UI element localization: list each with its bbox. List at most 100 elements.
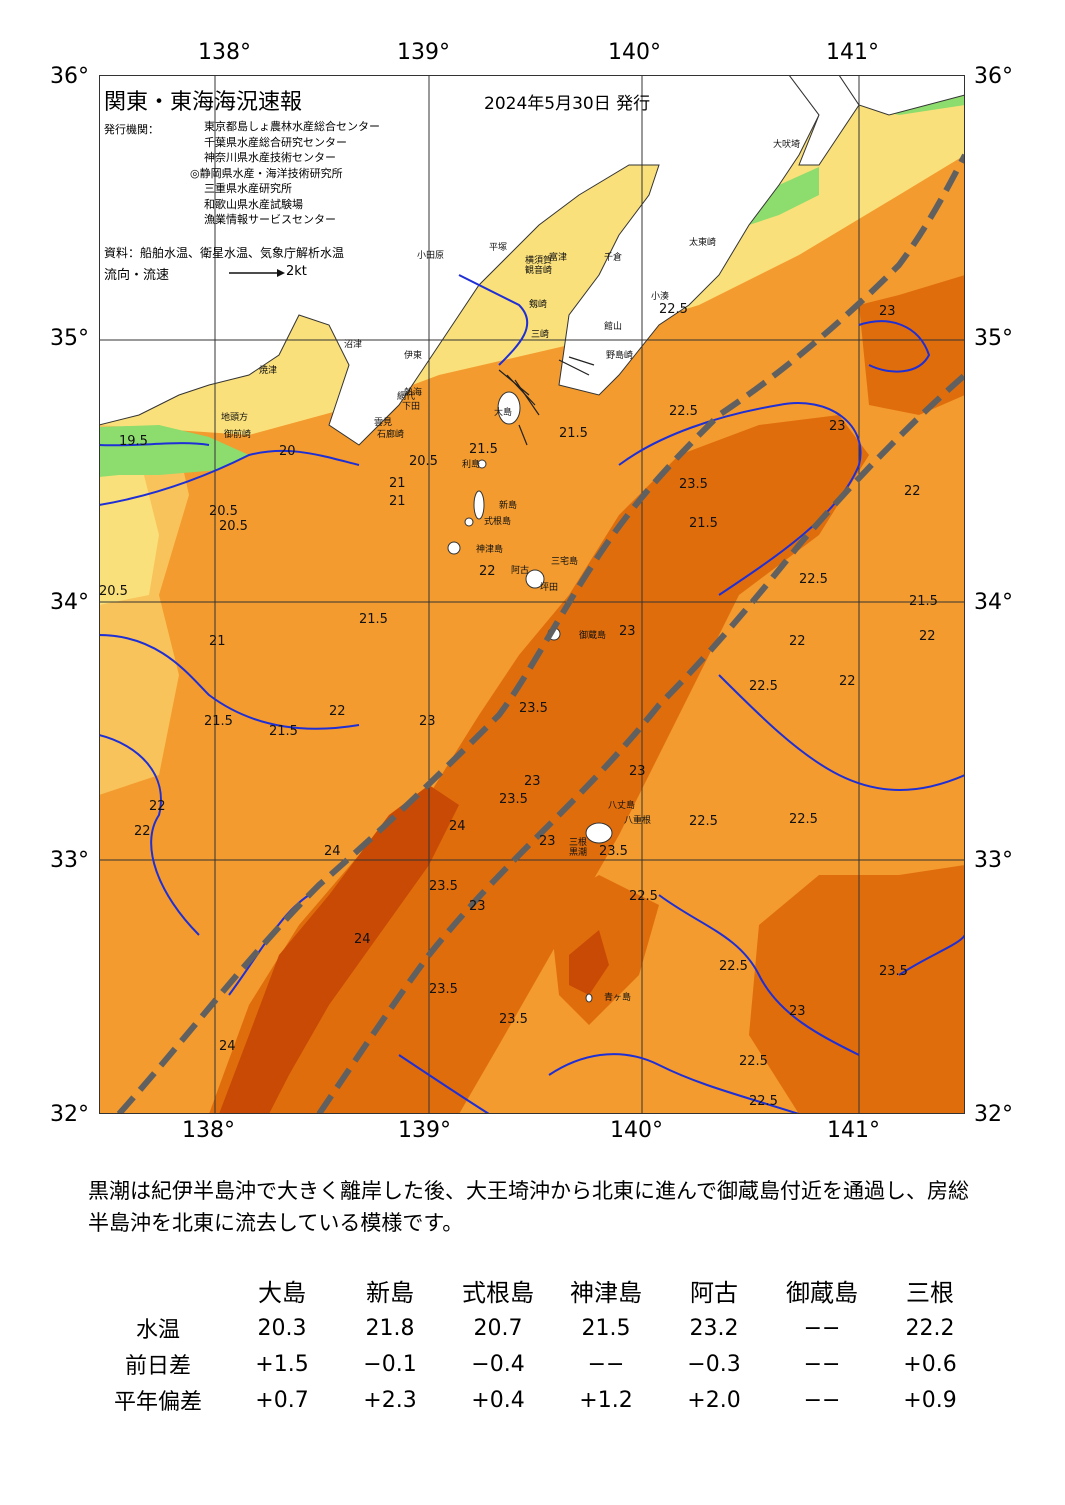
island-aogashima [585, 993, 593, 1003]
table-cell: +0.4 [471, 1387, 525, 1413]
temperature-label: 23 [539, 834, 556, 849]
table-cell: +0.6 [903, 1351, 957, 1377]
place-name: 八丈島 [608, 799, 635, 811]
temperature-label: 23.5 [499, 1012, 528, 1027]
place-name: 八重根 [624, 814, 651, 826]
table-cell: −0.4 [471, 1351, 525, 1377]
temperature-label: 22 [479, 564, 496, 579]
temperature-label: 23 [789, 1004, 806, 1019]
cold-water-west [99, 425, 249, 477]
issuer-4: ◎静岡県水産・海洋技術研究所 [190, 166, 343, 180]
table-cell: +0.9 [903, 1387, 957, 1413]
table-cell: 22.2 [905, 1315, 955, 1341]
column-header: 神津島 [570, 1278, 642, 1307]
lon-label-bottom-140: 140° [610, 1118, 663, 1143]
table-row: 水温 20.3 21.8 20.7 21.5 23.2 −− 22.2 [88, 1310, 984, 1346]
place-name: 地頭方 [221, 411, 248, 423]
sea-temperature-map: 19.52020.520.521212121.521.521.521.521.5… [99, 75, 965, 1114]
temperature-label: 22.5 [669, 404, 698, 419]
lon-label-bottom-138: 138° [182, 1118, 235, 1143]
column-header: 御蔵島 [786, 1278, 858, 1307]
temperature-label: 21 [389, 476, 406, 491]
place-name: 館山 [604, 320, 622, 332]
island-niijima [473, 490, 485, 520]
temperature-label: 23 [619, 624, 636, 639]
column-header: 三根 [906, 1278, 954, 1307]
temperature-label: 22.5 [799, 572, 828, 587]
place-name: 平塚 [489, 242, 507, 253]
island-toshima [477, 459, 487, 469]
temperature-label: 23 [469, 899, 486, 914]
place-name: 式根島 [484, 515, 511, 527]
table-header-row: 大島 新島 式根島 神津島 阿古 御蔵島 三根 [88, 1270, 984, 1310]
temperature-label: 22 [839, 674, 856, 689]
data-source: 資料：船舶水温、衛星水温、気象庁解析水温 [104, 246, 345, 260]
land-honshu [99, 75, 820, 446]
kuroshio-axis-main [116, 153, 965, 1114]
table-row: 前日差 +1.5 −0.1 −0.4 −− −0.3 −− +0.6 [88, 1346, 984, 1382]
table-cell: −− [803, 1387, 841, 1413]
column-header: 大島 [258, 1278, 306, 1307]
observation-table: 大島 新島 式根島 神津島 阿古 御蔵島 三根 水温 20.3 21.8 20.… [88, 1270, 984, 1418]
temperature-label: 21.5 [269, 724, 298, 739]
flow-scale-arrowhead [277, 269, 285, 277]
column-header: 新島 [366, 1278, 414, 1307]
table-cell: −− [803, 1315, 841, 1341]
place-name: 千倉 [604, 251, 622, 263]
temperature-label: 24 [324, 844, 341, 859]
temperature-label: 22.5 [739, 1054, 768, 1069]
issuer-label: 発行機関： [104, 123, 159, 136]
temperature-label: 21.5 [689, 516, 718, 531]
lat-label-left-34: 34° [50, 590, 89, 615]
lon-label-top-138: 138° [198, 40, 251, 65]
temperature-label: 22.5 [749, 679, 778, 694]
temperature-label: 22.5 [749, 1094, 778, 1109]
issuer-6: 和歌山県水産試験場 [204, 197, 303, 211]
temperature-label: 23.5 [499, 792, 528, 807]
temperature-label: 23 [879, 304, 896, 319]
temperature-label: 21.5 [909, 594, 938, 609]
lon-label-top-141: 141° [826, 40, 879, 65]
temperature-label: 23.5 [429, 982, 458, 997]
temperature-label: 24 [354, 932, 371, 947]
temperature-label: 21.5 [359, 612, 388, 627]
place-name: 御前崎 [224, 428, 251, 440]
table-cell: 20.7 [473, 1315, 523, 1341]
temperature-label: 22.5 [719, 959, 748, 974]
temperature-label: 23 [829, 419, 846, 434]
temperature-label: 22 [919, 629, 936, 644]
temperature-label: 19.5 [119, 434, 148, 449]
lat-label-left-33: 33° [50, 848, 89, 873]
island-miyakejima [525, 569, 545, 589]
temperature-label: 23.5 [519, 701, 548, 716]
temperature-label: 24 [449, 819, 466, 834]
warm-core-small [569, 930, 609, 995]
place-name: 熱海 [404, 386, 422, 398]
temperature-label: 22 [789, 634, 806, 649]
temperature-label: 23 [629, 764, 646, 779]
table-corner [88, 1270, 228, 1310]
place-name: 沼津 [344, 339, 362, 350]
place-name: 剱崎 [529, 298, 547, 310]
warm-band-east [859, 275, 965, 415]
lat-label-left-32: 32° [50, 1102, 89, 1127]
temperature-label: 20.5 [409, 454, 438, 469]
place-name: 神津島 [476, 543, 503, 555]
lon-label-bottom-139: 139° [398, 1118, 451, 1143]
temperature-label: 22 [134, 824, 151, 839]
flow-label: 流向・流速 [104, 268, 170, 283]
place-name: 観音崎 [525, 264, 552, 276]
place-name: 青ヶ島 [604, 991, 631, 1003]
place-name: 黒潮 [569, 846, 587, 858]
graticule [99, 75, 965, 1114]
lat-label-right-34: 34° [974, 590, 1013, 615]
lat-label-right-33: 33° [974, 848, 1013, 873]
temperature-label: 22 [904, 484, 921, 499]
lon-label-bottom-141: 141° [827, 1118, 880, 1143]
place-name: 坪田 [540, 582, 558, 593]
land-northeast [838, 75, 965, 116]
map-title: 関東・東海海況速報 [104, 90, 303, 115]
column-header: 式根島 [462, 1278, 534, 1307]
column-header: 阿古 [690, 1278, 738, 1307]
temperature-label: 23 [524, 774, 541, 789]
